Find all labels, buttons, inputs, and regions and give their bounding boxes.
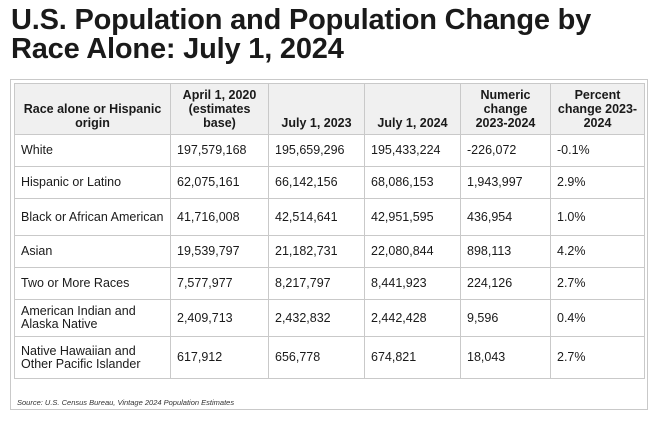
header-percent-change: Percent change 2023-2024 xyxy=(550,83,645,135)
table-header-row: Race alone or Hispanic origin April 1, 2… xyxy=(14,83,645,135)
cell-july-2023: 66,142,156 xyxy=(268,166,365,199)
cell-july-2024: 674,821 xyxy=(364,336,461,379)
cell-numeric-change: 18,043 xyxy=(460,336,551,379)
cell-july-2023: 195,659,296 xyxy=(268,134,365,167)
header-race: Race alone or Hispanic origin xyxy=(14,83,171,135)
cell-july-2024: 42,951,595 xyxy=(364,198,461,236)
cell-percent-change: 4.2% xyxy=(550,235,645,268)
cell-july-2023: 21,182,731 xyxy=(268,235,365,268)
cell-july-2023: 8,217,797 xyxy=(268,267,365,300)
cell-april-2020: 62,075,161 xyxy=(170,166,269,199)
population-table: Race alone or Hispanic origin April 1, 2… xyxy=(14,83,645,379)
cell-july-2024: 68,086,153 xyxy=(364,166,461,199)
table-row: American Indian and Alaska Native 2,409,… xyxy=(14,299,645,337)
cell-numeric-change: 1,943,997 xyxy=(460,166,551,199)
cell-april-2020: 197,579,168 xyxy=(170,134,269,167)
header-july-2023: July 1, 2023 xyxy=(268,83,365,135)
header-april-2020: April 1, 2020 (estimates base) xyxy=(170,83,269,135)
table-row: Native Hawaiian and Other Pacific Island… xyxy=(14,336,645,379)
table-row: White 197,579,168 195,659,296 195,433,22… xyxy=(14,134,645,167)
cell-july-2023: 656,778 xyxy=(268,336,365,379)
table-row: Hispanic or Latino 62,075,161 66,142,156… xyxy=(14,166,645,199)
cell-april-2020: 19,539,797 xyxy=(170,235,269,268)
cell-july-2023: 2,432,832 xyxy=(268,299,365,337)
cell-race: Hispanic or Latino xyxy=(14,166,171,199)
cell-july-2024: 2,442,428 xyxy=(364,299,461,337)
cell-percent-change: 1.0% xyxy=(550,198,645,236)
cell-percent-change: 2.7% xyxy=(550,267,645,300)
cell-numeric-change: -226,072 xyxy=(460,134,551,167)
cell-numeric-change: 898,113 xyxy=(460,235,551,268)
header-july-2024: July 1, 2024 xyxy=(364,83,461,135)
cell-percent-change: 2.9% xyxy=(550,166,645,199)
table-row: Black or African American 41,716,008 42,… xyxy=(14,198,645,236)
cell-april-2020: 7,577,977 xyxy=(170,267,269,300)
cell-race: White xyxy=(14,134,171,167)
cell-percent-change: 0.4% xyxy=(550,299,645,337)
cell-july-2024: 195,433,224 xyxy=(364,134,461,167)
cell-numeric-change: 224,126 xyxy=(460,267,551,300)
cell-july-2023: 42,514,641 xyxy=(268,198,365,236)
cell-july-2024: 8,441,923 xyxy=(364,267,461,300)
population-table-frame: Race alone or Hispanic origin April 1, 2… xyxy=(10,79,648,410)
table-row: Two or More Races 7,577,977 8,217,797 8,… xyxy=(14,267,645,300)
cell-april-2020: 2,409,713 xyxy=(170,299,269,337)
cell-numeric-change: 9,596 xyxy=(460,299,551,337)
cell-race: Black or African American xyxy=(14,198,171,236)
source-note: Source: U.S. Census Bureau, Vintage 2024… xyxy=(17,398,235,407)
page-title: U.S. Population and Population Change by… xyxy=(11,4,592,65)
cell-race: Native Hawaiian and Other Pacific Island… xyxy=(14,336,171,379)
cell-july-2024: 22,080,844 xyxy=(364,235,461,268)
cell-race: Asian xyxy=(14,235,171,268)
cell-race: American Indian and Alaska Native xyxy=(14,299,171,337)
cell-numeric-change: 436,954 xyxy=(460,198,551,236)
cell-percent-change: 2.7% xyxy=(550,336,645,379)
table-row: Asian 19,539,797 21,182,731 22,080,844 8… xyxy=(14,235,645,268)
cell-april-2020: 41,716,008 xyxy=(170,198,269,236)
header-numeric-change: Numeric change 2023-2024 xyxy=(460,83,551,135)
cell-april-2020: 617,912 xyxy=(170,336,269,379)
cell-race: Two or More Races xyxy=(14,267,171,300)
cell-percent-change: -0.1% xyxy=(550,134,645,167)
